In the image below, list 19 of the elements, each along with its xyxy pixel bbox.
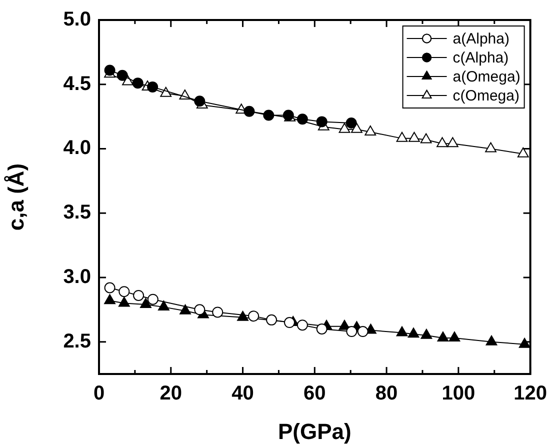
y-tick-label: 3.5: [63, 202, 91, 224]
legend-label: c(Omega): [452, 88, 520, 105]
x-tick-label: 120: [514, 382, 548, 405]
x-tick-label: 40: [232, 382, 254, 405]
y-tick-label: 4.5: [63, 72, 91, 95]
y-tick-label: 5.0: [63, 8, 91, 31]
y-tick-label: 2.5: [63, 330, 91, 352]
x-tick-label: 60: [304, 382, 326, 405]
y-axis-title: c,a (Å): [3, 163, 28, 231]
y-tick-label: 3.0: [63, 266, 91, 288]
legend-label: c(Alpha): [452, 50, 509, 67]
x-tick-label: 80: [375, 382, 398, 405]
x-tick-label: 100: [442, 382, 476, 405]
x-tick-label: 0: [93, 382, 105, 405]
x-tick-label: 20: [160, 382, 182, 405]
y-tick-label: 4.0: [63, 137, 91, 160]
x-axis-title: P(GPa): [278, 418, 352, 444]
legend-label: a(Omega): [452, 68, 520, 86]
legend-label: a(Alpha): [452, 30, 510, 48]
